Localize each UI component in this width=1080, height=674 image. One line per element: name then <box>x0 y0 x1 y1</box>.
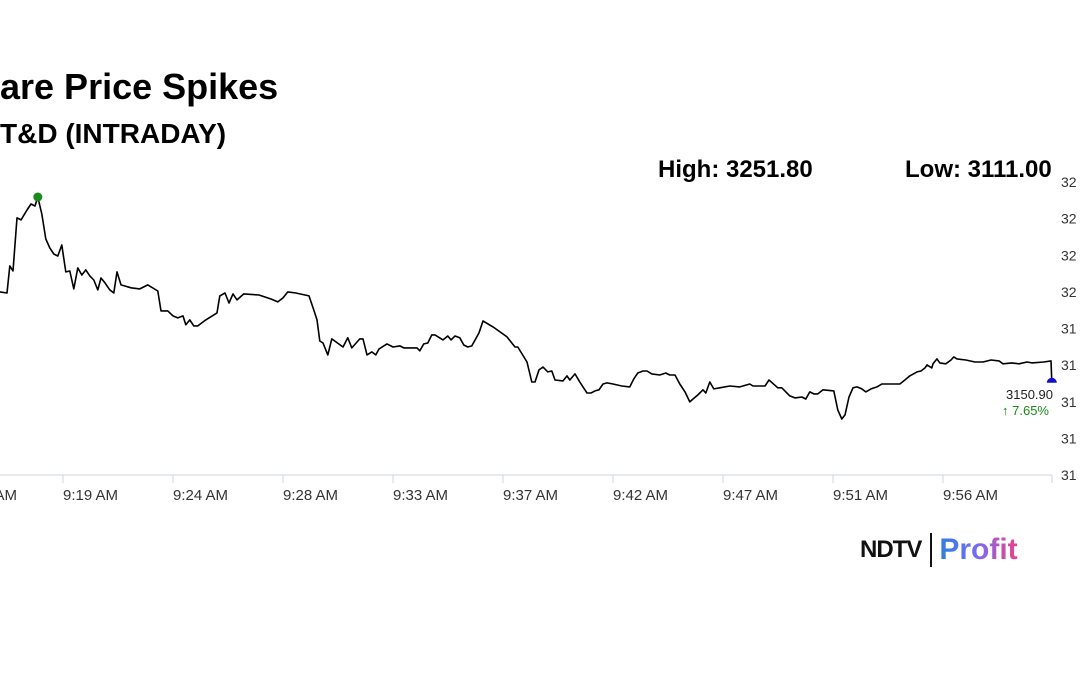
last-price-marker <box>1046 377 1057 383</box>
x-tick-label: 9:42 AM <box>613 487 668 504</box>
y-tick-label: 32 <box>1061 174 1077 190</box>
logo-product: Profit <box>939 533 1018 566</box>
high-marker <box>33 192 43 202</box>
chart-subtitle: T&D (INTRADAY) <box>0 118 227 149</box>
y-tick-label: 32 <box>1061 247 1077 263</box>
x-tick-label: AM <box>0 487 17 504</box>
x-tick-label: 9:51 AM <box>833 487 888 504</box>
x-tick-label: 9:24 AM <box>173 487 228 504</box>
chart-title: are Price Spikes <box>0 66 279 107</box>
x-tick-label: 9:56 AM <box>943 487 998 504</box>
x-axis: AM 9:19 AM 9:24 AM 9:28 AM 9:33 AM 9:37 AM 9:4… <box>0 475 1053 504</box>
y-tick-label: 31 <box>1061 321 1077 337</box>
logo-divider <box>930 533 933 567</box>
x-tick-label: 9:37 AM <box>503 487 558 504</box>
y-tick-label: 31 <box>1061 467 1077 483</box>
last-price-label: 3150.90 <box>1006 387 1053 402</box>
y-tick-label: 32 <box>1061 284 1077 300</box>
x-tick-label: 9:28 AM <box>283 487 338 504</box>
change-percent-value: 7.65% <box>1012 403 1049 418</box>
y-tick-label: 32 <box>1061 211 1077 227</box>
y-axis: 32 32 32 32 31 31 31 31 31 <box>1061 174 1077 483</box>
high-value: High: 3251.80 <box>658 156 813 183</box>
arrow-up-icon: ↑ <box>1002 403 1012 418</box>
x-tick-label: 9:33 AM <box>393 487 448 504</box>
ndtv-profit-logo: NDTV Profit <box>860 530 1018 570</box>
y-tick-label: 31 <box>1061 430 1077 446</box>
low-value: Low: 3111.00 <box>905 156 1052 183</box>
logo-brand: NDTV <box>860 536 922 563</box>
x-tick-label: 9:47 AM <box>723 487 778 504</box>
price-line <box>0 196 1053 420</box>
y-tick-label: 31 <box>1061 394 1077 410</box>
y-tick-label: 31 <box>1061 357 1077 373</box>
x-tick-label: 9:19 AM <box>63 487 118 504</box>
change-percent-label: ↑ 7.65% <box>1002 403 1049 418</box>
